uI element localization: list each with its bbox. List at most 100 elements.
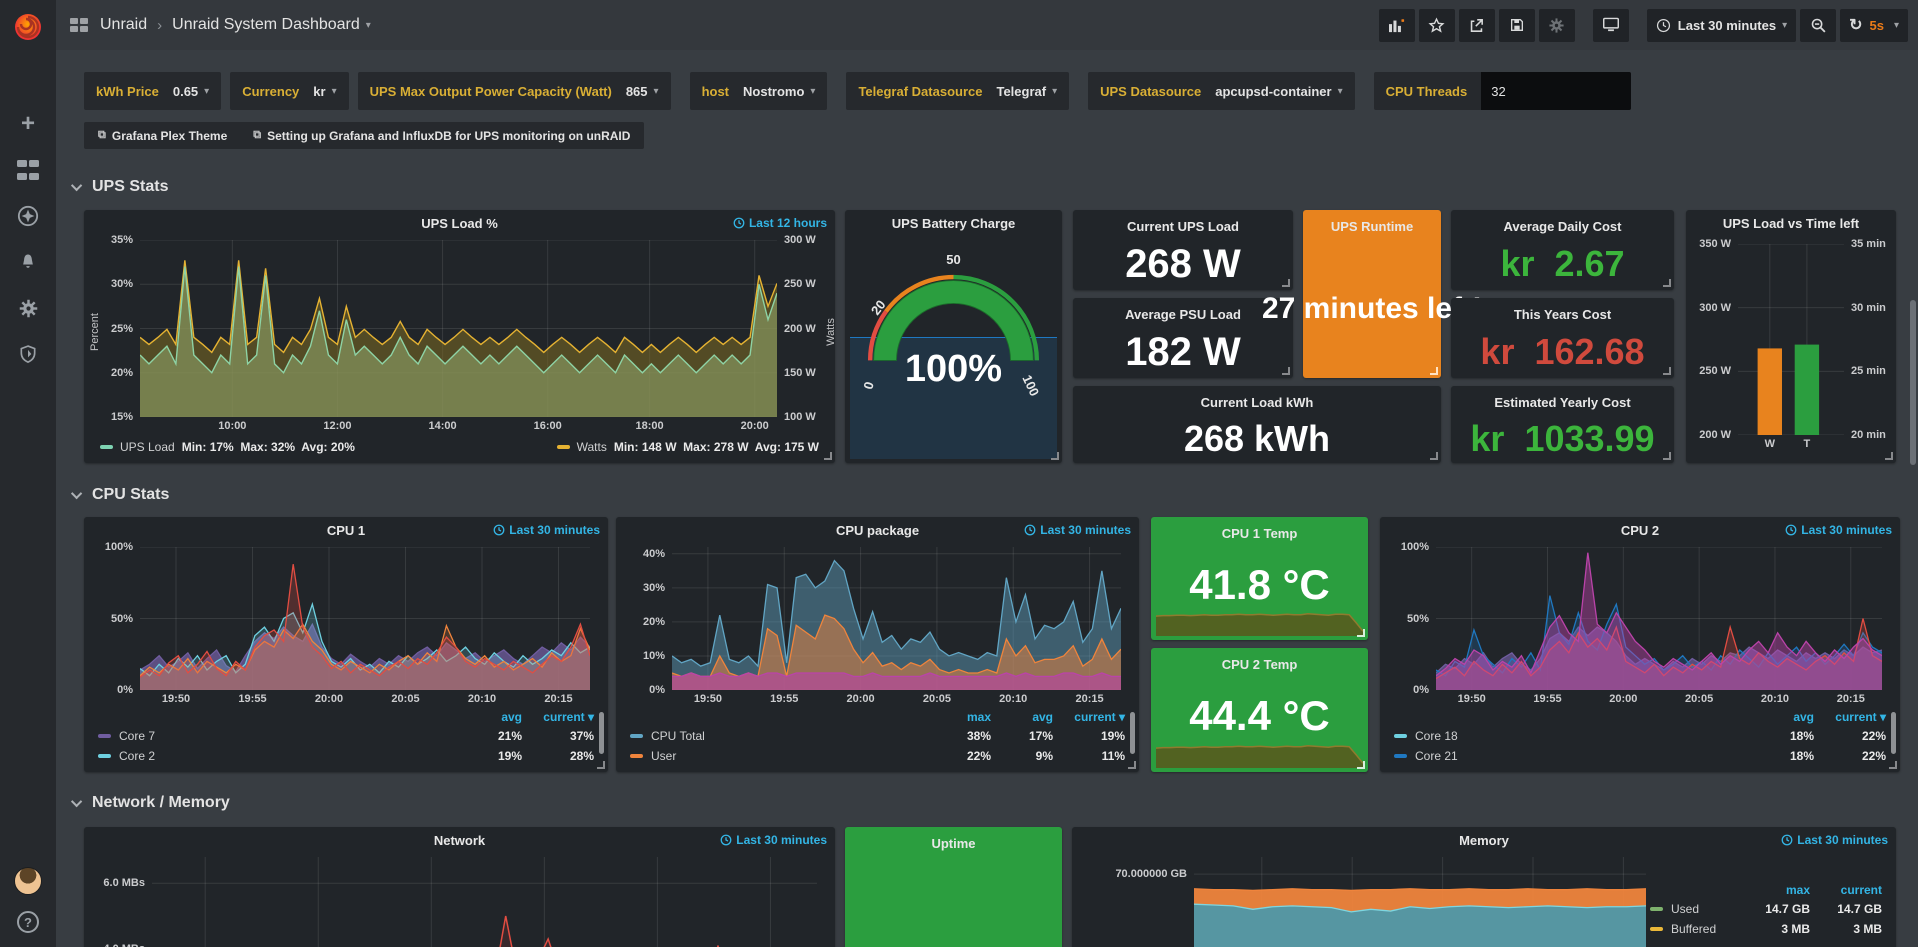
panel-time-override[interactable]: Last 30 minutes	[720, 833, 827, 847]
panel-cpu2-temp[interactable]: CPU 2 Temp 44.4 °C	[1151, 648, 1368, 772]
network-chart[interactable]	[152, 857, 817, 947]
link-ups-monitoring-guide[interactable]: ⧉ Setting up Grafana and InfluxDB for UP…	[253, 128, 631, 143]
panel-time-override[interactable]: Last 30 minutes	[493, 523, 600, 537]
dashboard-settings-button[interactable]	[1538, 8, 1575, 42]
panel-cpu-1[interactable]: CPU 1 Last 30 minutes 100% 50% 0% 19:50 19:…	[84, 517, 608, 772]
legend-scrollbar[interactable]	[1891, 712, 1896, 754]
time-range-picker[interactable]: Last 30 minutes ▾	[1646, 8, 1797, 42]
panel-estimated-yearly-cost[interactable]: Estimated Yearly Cost kr 1033.99	[1451, 386, 1674, 463]
legend-item-user[interactable]: User	[630, 746, 929, 766]
y-axis-left: 6.0 MBs4.0 MBs2.0 MBs	[103, 877, 145, 947]
create-plus-icon[interactable]: +	[20, 110, 35, 137]
panel-header-battery[interactable]: UPS Battery Charge	[891, 215, 1016, 231]
cpu2-chart[interactable]	[1436, 547, 1882, 690]
configuration-gear-icon[interactable]	[16, 296, 40, 320]
legend-item-cpu-total[interactable]: CPU Total	[630, 726, 929, 746]
explore-compass-icon[interactable]	[16, 204, 40, 228]
panel-network[interactable]: Network Last 30 minutes 6.0 MBs4.0 MBs2.…	[84, 827, 835, 947]
panel-uptime[interactable]: Uptime 1 month, 1	[838, 827, 1069, 947]
panel-header-ups-load[interactable]: UPS Load % Last 12 hours	[421, 215, 827, 231]
legend-swatch	[100, 445, 113, 449]
refresh-icon: ↻	[1849, 17, 1863, 34]
panel-memory[interactable]: Memory Last 30 minutes 70.000000 GB60.00…	[1072, 827, 1896, 947]
legend-sort-avg[interactable]: avg	[1793, 710, 1814, 724]
x-axis: 19:50 19:55 20:00 20:05 20:10 20:15	[161, 693, 573, 705]
breadcrumb-page[interactable]: Unraid System Dashboard	[172, 16, 360, 33]
panel-header-cpu-package[interactable]: CPU package Last 30 minutes	[835, 522, 1131, 538]
legend-item-ups-load[interactable]: UPS Load Min: 17% Max: 32% Avg: 20%	[100, 440, 355, 454]
alerting-bell-icon[interactable]	[16, 250, 40, 274]
cpu-threads-input[interactable]	[1481, 72, 1632, 110]
user-avatar[interactable]	[14, 867, 42, 895]
legend-item-watts[interactable]: Watts Min: 148 W Max: 278 W Avg: 175 W	[556, 440, 819, 454]
add-panel-button[interactable]	[1378, 8, 1415, 42]
legend-item-core7[interactable]: Core 7	[98, 726, 460, 746]
panel-ups-battery-charge[interactable]: UPS Battery Charge 0 20 50 100 100%	[845, 210, 1062, 463]
zoom-out-button[interactable]	[1800, 8, 1837, 42]
variable-ups-max-power[interactable]: UPS Max Output Power Capacity (Watt) 865…	[357, 72, 671, 110]
panel-ups-load[interactable]: UPS Load % Last 12 hours Percent Watts 3…	[84, 210, 837, 463]
variable-ups-datasource[interactable]: UPS Datasource apcupsd-container ▾	[1088, 72, 1355, 110]
legend-sort-current[interactable]: current ▾	[1074, 710, 1125, 724]
panel-cpu1-temp[interactable]: CPU 1 Temp 41.8 °C	[1151, 517, 1368, 640]
panel-current-load-kwh[interactable]: Current Load kWh 268 kWh	[1073, 386, 1441, 463]
panel-this-years-cost[interactable]: This Years Cost kr 162.68	[1451, 298, 1674, 378]
help-icon[interactable]: ?	[17, 911, 39, 933]
admin-shield-icon[interactable]	[16, 342, 40, 366]
legend-item-core21[interactable]: Core 21	[1394, 746, 1752, 766]
grafana-logo-icon[interactable]	[11, 10, 45, 44]
panel-time-override[interactable]: Last 30 minutes	[1024, 523, 1131, 537]
panel-ups-load-vs-time-left[interactable]: UPS Load vs Time left 350 W 300 W 250 W 200…	[1686, 210, 1896, 463]
variable-currency[interactable]: Currency kr ▾	[230, 72, 349, 110]
dashboards-icon[interactable]	[16, 158, 40, 182]
cpu1-chart[interactable]	[140, 547, 590, 690]
legend-sort-max[interactable]: max	[1785, 883, 1810, 897]
refresh-button[interactable]: ↻ 5s ▾	[1840, 8, 1908, 42]
panel-average-psu-load[interactable]: Average PSU Load 182 W	[1073, 298, 1293, 378]
section-network-memory[interactable]: Network / Memory	[70, 794, 230, 812]
legend-scrollbar[interactable]	[599, 712, 604, 754]
variable-kwh-price[interactable]: kWh Price 0.65 ▾	[84, 72, 222, 110]
memory-chart[interactable]	[1194, 857, 1646, 947]
star-button[interactable]	[1418, 8, 1455, 42]
panel-cpu-2[interactable]: CPU 2 Last 30 minutes 100% 50% 0% 19:50 19:…	[1380, 517, 1900, 772]
panel-average-daily-cost[interactable]: Average Daily Cost kr 2.67	[1451, 210, 1674, 290]
legend-item-used[interactable]: Used	[1650, 899, 1740, 919]
section-cpu-stats[interactable]: CPU Stats	[70, 486, 169, 504]
variable-telegraf-datasource[interactable]: Telegraf Datasource Telegraf ▾	[846, 72, 1070, 110]
panel-time-override[interactable]: Last 12 hours	[733, 216, 827, 230]
panel-current-ups-load[interactable]: Current UPS Load 268 W	[1073, 210, 1293, 290]
ups-bars-chart[interactable]	[1738, 244, 1844, 435]
section-ups-stats[interactable]: UPS Stats	[70, 178, 168, 196]
legend-sort-max[interactable]: max	[966, 710, 991, 724]
legend-sort-avg[interactable]: avg	[1032, 710, 1053, 724]
legend-sort-avg[interactable]: avg	[501, 710, 522, 724]
legend-sort-current[interactable]: current ▾	[543, 710, 594, 724]
variable-host[interactable]: host Nostromo ▾	[689, 72, 828, 110]
breadcrumb-caret-icon[interactable]: ▾	[365, 19, 371, 31]
breadcrumb-app[interactable]: Unraid	[100, 16, 148, 33]
panel-header-network[interactable]: Network Last 30 minutes	[433, 832, 827, 848]
ups-load-chart[interactable]	[140, 240, 777, 417]
panel-header-cpu2[interactable]: CPU 2 Last 30 minutes	[1620, 522, 1892, 538]
panel-time-override[interactable]: Last 30 minutes	[1785, 523, 1892, 537]
legend-scrollbar[interactable]	[1130, 712, 1135, 754]
cpu-package-chart[interactable]	[672, 547, 1121, 690]
legend-sort-current[interactable]: current	[1840, 883, 1882, 897]
save-button[interactable]	[1498, 8, 1535, 42]
panel-header-memory[interactable]: Memory Last 30 minutes	[1459, 832, 1888, 848]
legend-item-core2[interactable]: Core 2	[98, 746, 460, 766]
legend-sort-current[interactable]: current ▾	[1835, 710, 1886, 724]
legend-item-core18[interactable]: Core 18	[1394, 726, 1752, 746]
panel-ups-runtime[interactable]: UPS Runtime 27 minutes left!	[1262, 210, 1482, 378]
page-scrollbar[interactable]	[1910, 300, 1916, 465]
panel-cpu-package[interactable]: CPU package Last 30 minutes 40% 30% 20% 10%…	[616, 517, 1139, 772]
cycle-view-button[interactable]	[1592, 8, 1629, 42]
dashboard-grid-icon[interactable]	[70, 18, 88, 32]
legend-item-buffered[interactable]: Buffered	[1650, 919, 1740, 939]
share-button[interactable]	[1458, 8, 1495, 42]
panel-header-cpu1[interactable]: CPU 1 Last 30 minutes	[326, 522, 600, 538]
link-grafana-plex-theme[interactable]: ⧉ Grafana Plex Theme	[98, 128, 228, 143]
panel-time-override[interactable]: Last 30 minutes	[1781, 833, 1888, 847]
y-axis-right: 300 W 250 W 200 W 150 W 100 W	[784, 234, 816, 423]
